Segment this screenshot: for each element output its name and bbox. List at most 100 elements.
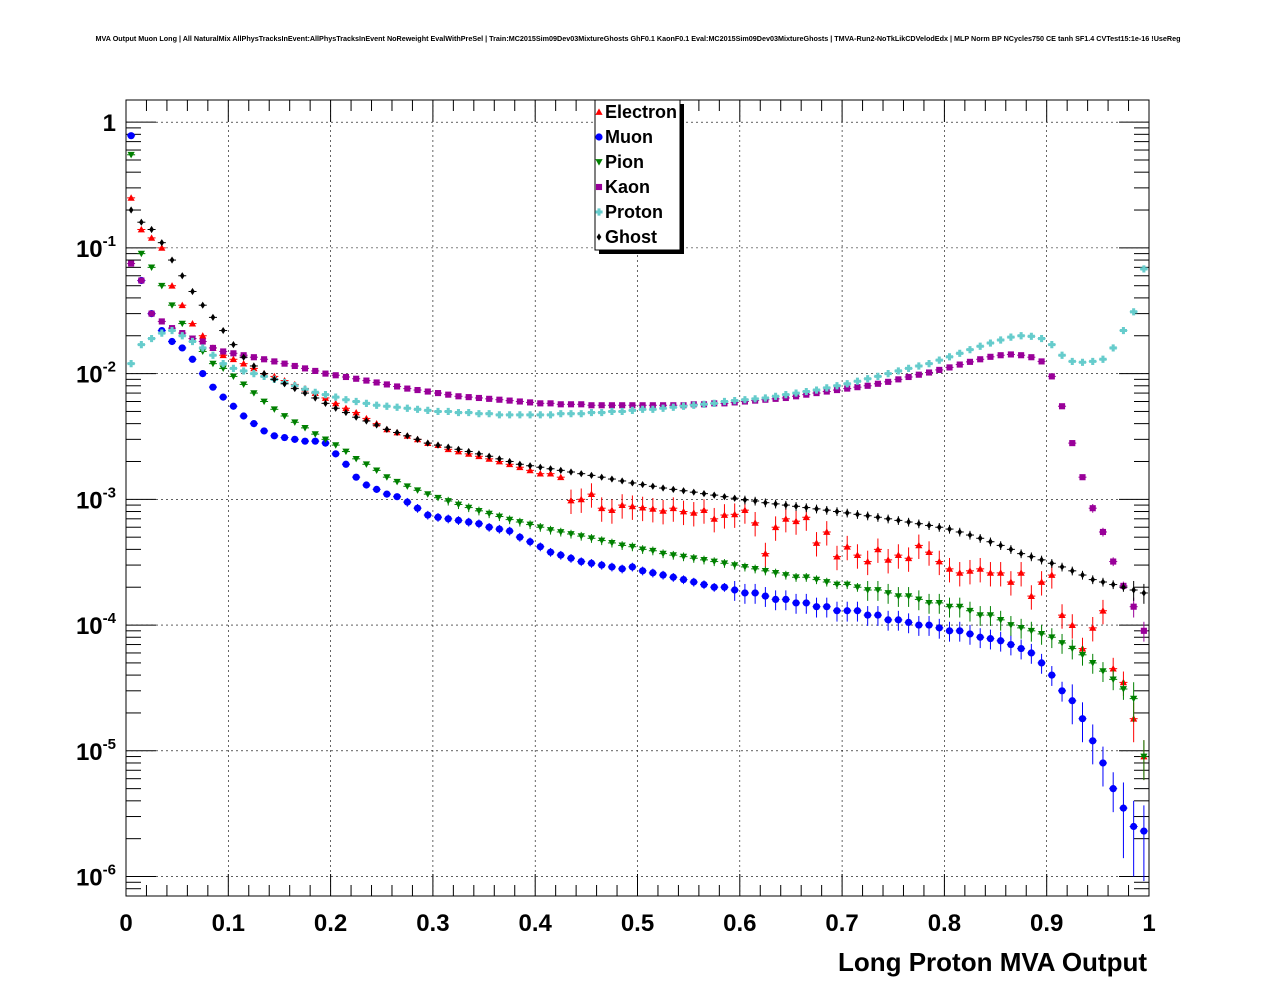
point-muon <box>475 520 483 528</box>
chart-title: MVA Output Muon Long | All NaturalMix Al… <box>95 34 1181 43</box>
point-muon <box>291 435 299 443</box>
point-muon <box>823 603 831 611</box>
point-electron <box>1058 611 1066 618</box>
point-electron <box>526 466 534 474</box>
point-muon <box>1058 687 1066 695</box>
point-proton <box>475 410 483 418</box>
point-muon <box>1048 671 1056 679</box>
point-pion <box>1130 695 1138 703</box>
point-kaon <box>578 401 585 408</box>
point-ghost <box>374 421 379 429</box>
point-electron <box>956 569 964 576</box>
point-electron <box>587 490 596 498</box>
point-ghost <box>681 487 686 495</box>
point-pion <box>229 373 238 381</box>
point-kaon <box>598 402 605 409</box>
point-muon <box>199 370 207 378</box>
point-electron <box>669 504 677 512</box>
point-proton <box>782 391 790 399</box>
point-proton <box>904 364 913 372</box>
point-ghost <box>159 239 165 247</box>
point-muon <box>250 420 258 428</box>
point-proton <box>669 403 677 411</box>
point-ghost <box>486 452 492 460</box>
point-muon <box>853 607 862 615</box>
point-ghost <box>548 465 553 473</box>
point-ghost <box>149 225 154 234</box>
legend-label-kaon: Kaon <box>605 177 650 197</box>
point-proton <box>188 337 197 346</box>
point-ghost <box>896 516 901 524</box>
point-proton <box>802 387 810 396</box>
point-electron <box>812 539 821 546</box>
y-tick-base: 10 <box>76 865 103 892</box>
point-muon <box>342 460 350 468</box>
point-muon <box>608 563 616 571</box>
point-pion <box>1017 624 1025 632</box>
point-kaon <box>455 393 462 400</box>
point-pion <box>649 547 657 555</box>
point-proton <box>935 356 943 364</box>
point-proton <box>158 329 166 337</box>
point-kaon <box>1028 354 1035 361</box>
point-pion <box>915 596 923 603</box>
x-tick-label: 0 <box>119 910 132 937</box>
point-kaon <box>128 260 135 267</box>
point-muon <box>260 427 268 435</box>
point-pion <box>270 406 278 413</box>
point-pion <box>393 478 401 486</box>
point-proton <box>137 341 145 349</box>
point-proton <box>772 392 780 400</box>
point-proton <box>413 405 422 413</box>
point-kaon <box>649 402 656 409</box>
series-proton <box>127 265 1148 419</box>
point-ghost <box>1049 559 1055 567</box>
x-tick-label: 0.9 <box>1030 910 1063 937</box>
point-proton <box>864 375 872 383</box>
point-pion <box>168 302 176 309</box>
point-kaon <box>312 367 319 374</box>
point-muon <box>864 611 872 619</box>
point-electron <box>1007 578 1015 585</box>
series-muon <box>127 132 1148 882</box>
point-pion <box>536 524 544 531</box>
point-proton <box>598 408 606 417</box>
y-tick-base: 10 <box>76 362 103 389</box>
point-muon <box>1037 659 1046 667</box>
point-proton <box>731 396 739 405</box>
point-kaon <box>936 366 943 373</box>
point-electron <box>137 225 145 233</box>
point-pion <box>945 603 954 611</box>
legend-marker-electron <box>595 108 603 115</box>
point-muon <box>628 563 636 571</box>
point-pion <box>485 510 493 518</box>
point-kaon <box>332 372 339 379</box>
point-pion <box>956 603 964 611</box>
point-kaon <box>925 369 933 376</box>
point-ghost <box>435 441 441 449</box>
point-proton <box>577 410 585 418</box>
point-pion <box>280 413 289 420</box>
point-proton <box>812 386 821 394</box>
point-kaon <box>404 385 411 392</box>
point-muon <box>332 450 340 458</box>
point-muon <box>1089 737 1097 745</box>
point-proton <box>1007 333 1015 341</box>
point-ghost <box>128 206 134 214</box>
point-kaon <box>608 402 615 409</box>
point-pion <box>127 151 135 159</box>
point-proton <box>352 397 360 406</box>
point-kaon <box>148 310 155 317</box>
point-kaon <box>1089 505 1096 512</box>
point-ghost <box>1090 575 1096 584</box>
point-ghost <box>865 512 871 520</box>
y-tick-base: 10 <box>76 487 103 514</box>
point-proton <box>465 408 473 417</box>
point-ghost <box>1008 545 1014 553</box>
point-kaon <box>619 402 626 409</box>
point-kaon <box>915 371 922 378</box>
point-pion <box>321 436 330 443</box>
point-proton <box>945 353 954 361</box>
point-ghost <box>732 494 738 502</box>
point-pion <box>751 565 759 573</box>
